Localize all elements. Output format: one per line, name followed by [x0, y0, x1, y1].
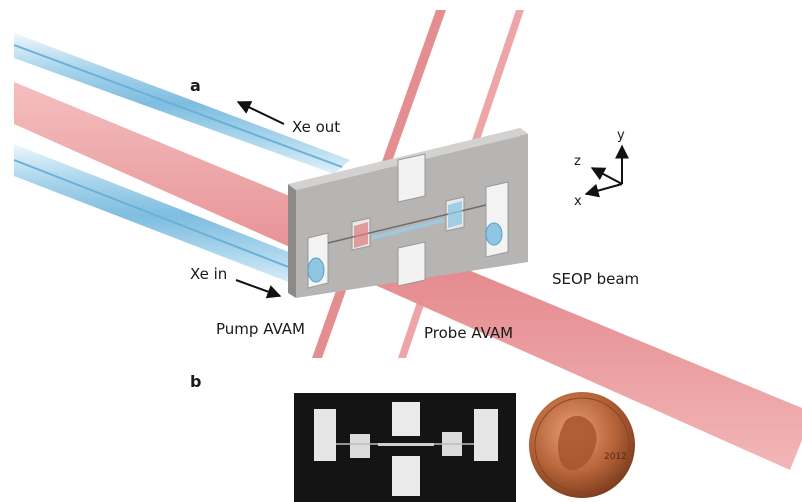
axis-z-label: z [574, 154, 581, 169]
xe-out-tube [13, 30, 352, 178]
panel-a-label: a [190, 76, 201, 95]
probe-avam-label: Probe AVAM [424, 324, 514, 342]
coordinate-axes [584, 144, 629, 198]
avam-chip [288, 128, 528, 298]
xe-in-port [307, 257, 325, 283]
coin-year: 2012 [604, 452, 627, 462]
panel-b-label: b [190, 372, 202, 391]
seop-beam-label: SEOP beam [552, 270, 640, 288]
penny-coin [529, 392, 635, 498]
chip-photo [294, 393, 516, 502]
xe-in-tube [13, 140, 316, 292]
xe-out-port [485, 222, 503, 246]
xe-in-arrow [235, 279, 282, 299]
axis-y-label: y [617, 128, 625, 143]
xe-out-label: Xe out [292, 118, 341, 136]
pump-avam-label: Pump AVAM [216, 320, 305, 338]
xe-out-arrow [236, 101, 285, 125]
xe-in-label: Xe in [190, 265, 228, 283]
axis-x-label: x [574, 194, 582, 209]
